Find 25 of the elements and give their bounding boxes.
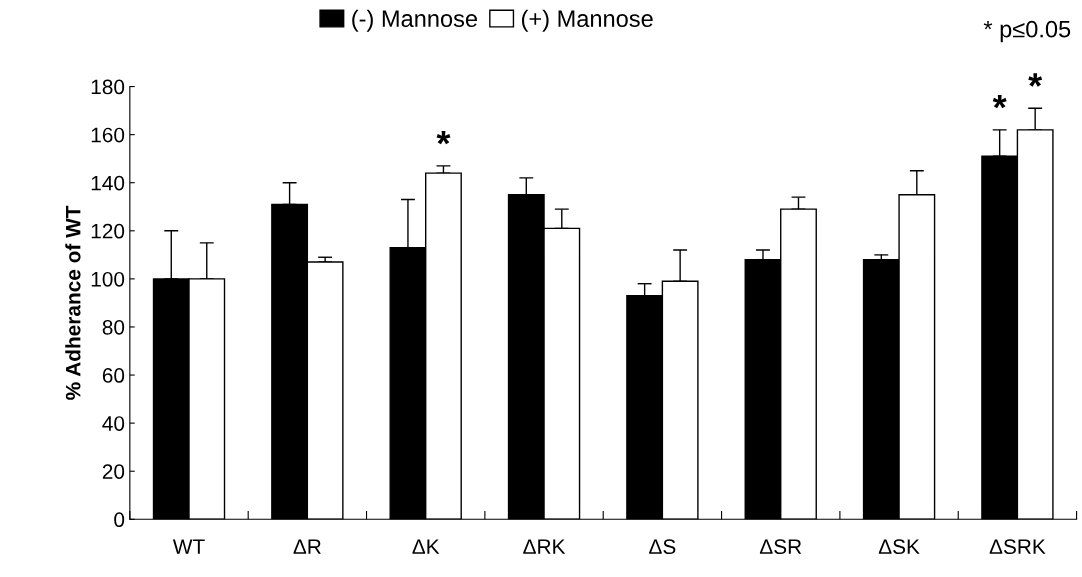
x-tick-label: ΔSR <box>759 539 802 555</box>
x-tick-label: ΔRK <box>523 539 566 554</box>
y-tick-label: 0 <box>114 512 125 528</box>
y-axis-title: % Adherance of WT <box>65 205 81 400</box>
y-tick-label: 160 <box>91 127 125 143</box>
x-tick-label: ΔK <box>412 539 440 554</box>
y-tick-label: 40 <box>102 416 125 431</box>
legend-label: (+) Mannose <box>522 9 653 32</box>
x-tick-label: ΔR <box>293 539 321 554</box>
y-tick-label: 60 <box>102 368 125 383</box>
x-tick-label: ΔS <box>649 539 676 555</box>
y-tick-label: 180 <box>91 79 125 95</box>
y-tick-label: 120 <box>91 223 125 239</box>
x-tick-label: WT <box>172 539 205 554</box>
y-tick-label: 80 <box>102 319 125 335</box>
x-tick-label: ΔSRK <box>989 539 1046 555</box>
annotation: * <box>436 130 451 145</box>
text: * p≤0.05 <box>983 20 1071 43</box>
annotation: * <box>992 94 1007 109</box>
legend-label: (-) Mannose <box>352 9 477 32</box>
x-tick-label: ΔSK <box>878 539 920 555</box>
y-tick-label: 20 <box>102 464 125 479</box>
y-tick-label: 100 <box>91 271 125 287</box>
annotation: * <box>1028 73 1043 87</box>
y-tick-label: 140 <box>91 175 125 191</box>
